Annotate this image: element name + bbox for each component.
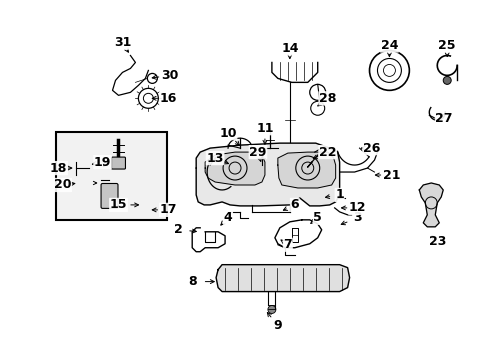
Polygon shape (205, 152, 264, 185)
Polygon shape (277, 152, 335, 188)
Text: 7: 7 (283, 238, 292, 251)
Text: 27: 27 (435, 112, 452, 125)
Text: 26: 26 (362, 141, 379, 155)
Text: 22: 22 (318, 145, 336, 159)
Text: 13: 13 (206, 152, 224, 165)
Text: 2: 2 (174, 223, 182, 236)
Text: 17: 17 (159, 203, 177, 216)
Text: 19: 19 (94, 156, 111, 168)
Text: 9: 9 (273, 319, 282, 332)
Text: 20: 20 (54, 179, 71, 192)
Text: 24: 24 (380, 39, 397, 52)
Text: 18: 18 (50, 162, 67, 175)
Text: 8: 8 (187, 275, 196, 288)
Text: 21: 21 (382, 168, 399, 181)
Text: 4: 4 (223, 211, 232, 224)
Text: 31: 31 (114, 36, 131, 49)
Text: 6: 6 (290, 198, 299, 211)
Circle shape (442, 76, 450, 84)
Text: 12: 12 (348, 201, 366, 215)
Circle shape (267, 306, 275, 314)
Polygon shape (216, 265, 349, 292)
Text: 29: 29 (249, 145, 266, 159)
Text: 11: 11 (256, 122, 273, 135)
Text: 23: 23 (427, 235, 445, 248)
Text: 5: 5 (313, 211, 322, 224)
Polygon shape (419, 183, 442, 227)
Bar (56, 132, 167, 220)
FancyBboxPatch shape (101, 184, 118, 208)
FancyBboxPatch shape (111, 157, 125, 169)
Text: 16: 16 (159, 92, 177, 105)
Text: 1: 1 (335, 188, 343, 202)
Text: 25: 25 (438, 39, 455, 52)
Polygon shape (196, 143, 339, 206)
Text: 3: 3 (352, 211, 361, 224)
Text: 30: 30 (161, 69, 179, 82)
Text: 14: 14 (281, 42, 298, 55)
Text: 28: 28 (318, 92, 336, 105)
Text: 15: 15 (109, 198, 127, 211)
Text: 10: 10 (219, 127, 236, 140)
